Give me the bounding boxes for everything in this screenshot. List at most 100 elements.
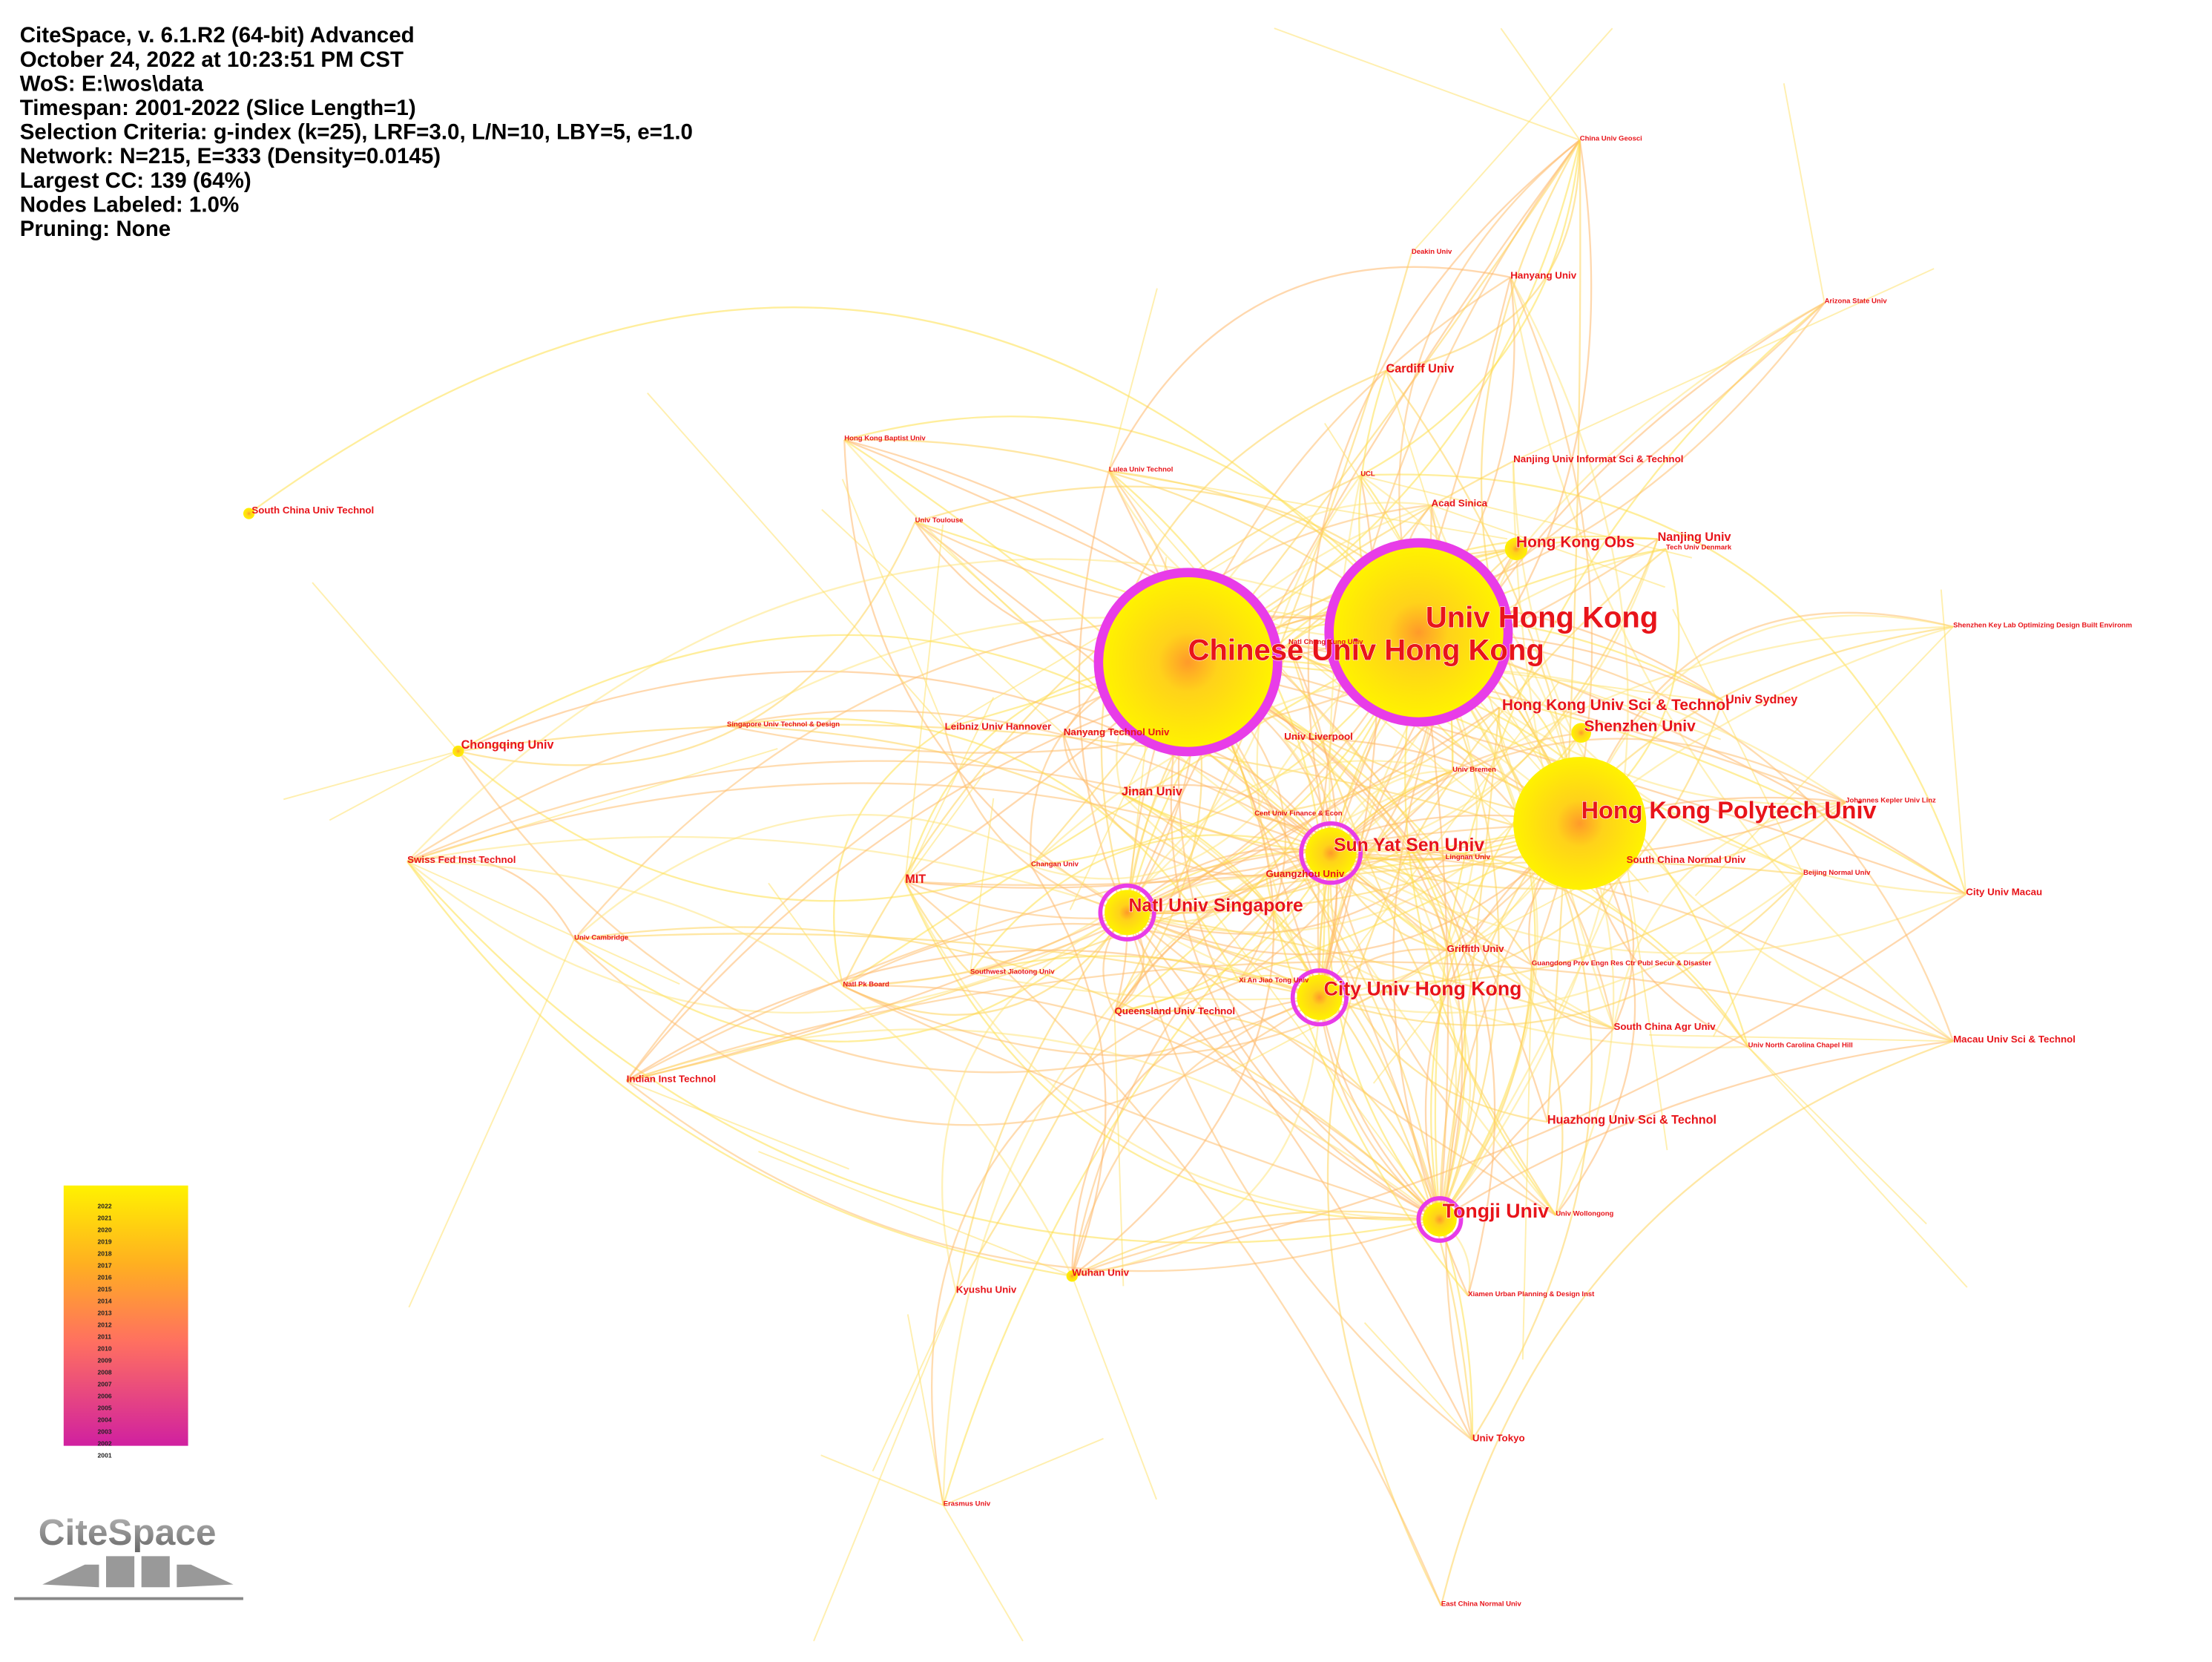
node	[1423, 1202, 1457, 1237]
edge	[312, 582, 459, 752]
edge	[1188, 661, 1467, 1220]
node-label: City Univ Hong Kong	[1324, 978, 1522, 1000]
node-label: Univ Cambridge	[574, 934, 628, 942]
edge	[841, 479, 946, 729]
edge	[1127, 858, 1446, 935]
node-label: Macau Univ Sci & Technol	[1953, 1034, 2076, 1045]
edge	[1326, 548, 1667, 1606]
edge	[1126, 760, 1453, 913]
edge	[406, 782, 1533, 966]
edge	[1530, 965, 1614, 1030]
node-label: Queensland Univ Technol	[1114, 1005, 1235, 1016]
edge	[1385, 369, 1581, 824]
node-label: Acad Sinica	[1432, 497, 1488, 508]
logo-text: CiteSpace	[39, 1511, 217, 1553]
node-label: Swiss Fed Inst Technol	[407, 854, 516, 865]
node-label: Sun Yat Sen Univ	[1334, 835, 1484, 855]
legend-year: 2004	[98, 1416, 112, 1424]
node-label: Natl Pk Board	[843, 981, 889, 989]
node-label: Chinese Univ Hong Kong	[1188, 634, 1544, 667]
edge	[1283, 738, 1615, 1030]
legend-year: 2010	[98, 1345, 112, 1353]
edge	[905, 822, 1580, 887]
node-label: China Univ Geosci	[1580, 134, 1642, 142]
edge	[1360, 474, 1693, 559]
legend-year: 2002	[98, 1440, 112, 1448]
edge	[1579, 614, 1954, 824]
edge	[1274, 27, 1581, 141]
edge	[1411, 27, 1613, 254]
logo: CiteSpace	[14, 1511, 243, 1600]
edge	[1424, 822, 1581, 1220]
edge	[406, 861, 680, 985]
header-line: CiteSpace, v. 6.1.R2 (64-bit) Advanced	[20, 23, 415, 47]
node	[1297, 974, 1343, 1020]
edge	[842, 922, 1320, 999]
edge	[843, 416, 1420, 634]
edge	[647, 392, 946, 729]
node-label: Univ Bremen	[1452, 766, 1496, 774]
node-ring	[1299, 821, 1363, 885]
edge	[1360, 139, 1581, 476]
edge	[625, 1080, 1441, 1272]
legend-year: 2007	[98, 1381, 112, 1388]
edge	[1188, 661, 1615, 1029]
node-label: Univ Sydney	[1725, 693, 1797, 706]
node-label: Johannes Kepler Univ Linz	[1846, 797, 1936, 805]
node-label: Univ Hong Kong	[1426, 602, 1658, 634]
edge	[943, 1438, 1104, 1506]
edge	[970, 955, 1320, 999]
edge	[843, 439, 1548, 1123]
node-label: UCL	[1360, 470, 1375, 478]
edge	[573, 926, 1441, 1221]
node-label: Univ North Carolina Chapel Hill	[1748, 1042, 1853, 1050]
node-label: Natl Univ Singapore	[1129, 896, 1303, 916]
edge	[1121, 784, 1332, 854]
node-label: Singapore Univ Technol & Design	[727, 720, 840, 729]
node-label: Shenzhen Univ	[1584, 718, 1696, 735]
edge	[955, 912, 1128, 1293]
edge	[843, 439, 1255, 816]
legend-year: 2013	[98, 1309, 112, 1316]
node-ring	[1416, 1196, 1464, 1244]
node-label: Griffith Univ	[1447, 943, 1505, 954]
legend-year: 2008	[98, 1369, 112, 1376]
edge	[1071, 1210, 1441, 1277]
edge	[1030, 139, 1581, 867]
header-line: Nodes Labeled: 1.0%	[20, 192, 240, 217]
edge	[406, 760, 1332, 863]
edge	[1783, 83, 1826, 303]
edge	[768, 882, 844, 987]
header: CiteSpace, v. 6.1.R2 (64-bit) AdvancedOc…	[20, 23, 693, 241]
edge	[1283, 738, 1478, 1220]
edge	[1287, 643, 1339, 998]
node-label: Jinan Univ	[1122, 785, 1182, 798]
legend: 2022 2021 2020 2019 2018 2017 2016 2015 2014 2013…	[63, 1185, 188, 1459]
edge	[457, 750, 1320, 1074]
node-label: Arizona State Univ	[1825, 298, 1888, 306]
node-label: Hong Kong Univ Sci & Technol	[1502, 697, 1730, 714]
edge	[941, 911, 1128, 1293]
edge	[626, 822, 1580, 1082]
edge	[726, 717, 1240, 982]
legend-year: 2003	[98, 1428, 112, 1436]
edge	[1108, 470, 1326, 998]
edge	[872, 1291, 957, 1472]
edge	[1188, 661, 1966, 896]
edge	[1418, 631, 1538, 1221]
legend-year: 2022	[98, 1202, 112, 1209]
legend-year: 2015	[98, 1285, 112, 1293]
node	[1513, 757, 1647, 890]
edge	[406, 861, 1441, 1244]
edge	[625, 661, 1188, 1082]
legend-year: 2012	[98, 1321, 112, 1328]
node-label: Univ Toulouse	[915, 516, 964, 525]
node-ring	[1290, 968, 1349, 1027]
legend-year: 2018	[98, 1249, 112, 1257]
edge	[1107, 288, 1158, 472]
node-label: Lingnan Univ	[1446, 853, 1491, 861]
logo-bars	[42, 1556, 234, 1588]
edge	[574, 933, 1320, 999]
edge	[1439, 277, 1629, 1221]
